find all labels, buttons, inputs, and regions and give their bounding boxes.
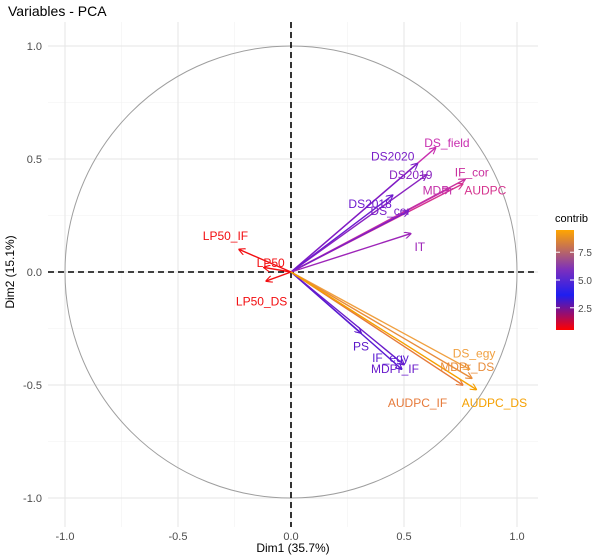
label-audpc-if: AUDPC_IF (388, 396, 447, 410)
arrow-if-egy (290, 271, 402, 369)
label-mdpr-ds: MDPr_DS (440, 360, 494, 374)
label-if-cor: IF_cor (455, 166, 489, 180)
x-tick-label: -1.0 (56, 531, 75, 543)
x-tick-label: 0.0 (283, 531, 298, 543)
legend-title: contrib (555, 213, 588, 225)
label-mdpr-if: MDPr_IF (371, 362, 419, 376)
label-ds2018: DS2018 (348, 197, 392, 211)
arrow-ds-egy (290, 271, 470, 369)
arrow-audpc-ds (290, 271, 476, 390)
x-tick-label: 1.0 (509, 531, 524, 543)
label-mdpr: MDPr (423, 184, 454, 198)
legend-tick-label: 5.0 (578, 276, 592, 287)
legend-ticks: 7.5 5.0 2.5 (556, 248, 592, 315)
y-axis-ticks: -1.0 -0.5 0.0 0.5 1.0 (23, 41, 42, 505)
variable-labels: DS_field DS2020 DS2019 IF_cor AUDPC MDPr DS201… (203, 136, 527, 410)
x-axis-title: Dim1 (35.7%) (256, 541, 329, 555)
y-tick-label: 0.5 (27, 154, 42, 166)
arrow-it (290, 234, 411, 273)
y-tick-label: -0.5 (23, 380, 42, 392)
label-audpc-ds: AUDPC_DS (462, 396, 527, 410)
x-axis-ticks: -1.0 -0.5 0.0 0.5 1.0 (56, 531, 525, 543)
y-axis-title: Dim2 (15.1%) (3, 235, 17, 308)
label-lp50: LP50 (257, 256, 285, 270)
x-tick-label: -0.5 (169, 531, 188, 543)
y-tick-label: 1.0 (27, 41, 42, 53)
arrow-ds2019 (290, 175, 427, 273)
arrow-lp50-if (239, 249, 292, 273)
label-ds-field: DS_field (424, 136, 469, 150)
label-ds2019: DS2019 (389, 168, 433, 182)
label-audpc: AUDPC (464, 184, 506, 198)
label-if-egy: IF_egy (372, 351, 409, 365)
legend-colorbar (556, 230, 574, 330)
legend-tick-label: 2.5 (578, 304, 592, 315)
x-tick-label: 0.5 (396, 531, 411, 543)
legend: contrib 7.5 5.0 2.5 (555, 213, 592, 330)
chart-title: Variables - PCA (8, 3, 107, 19)
grid-minor (48, 22, 538, 527)
arrow-ds2020 (290, 164, 418, 273)
variable-arrows (239, 148, 476, 390)
label-it: IT (414, 240, 425, 254)
label-ds-cor: DS_cor (370, 204, 410, 218)
arrow-ds-cor (290, 211, 409, 273)
y-tick-label: 0.0 (27, 267, 42, 279)
legend-tick-label: 7.5 (578, 248, 592, 259)
y-tick-label: -1.0 (23, 493, 42, 505)
label-lp50-if: LP50_IF (203, 229, 248, 243)
arrow-lp50 (264, 267, 292, 273)
arrow-mdpr-if (290, 271, 404, 365)
label-ds2020: DS2020 (371, 150, 415, 164)
arrow-lp50-ds (266, 271, 292, 281)
label-lp50-ds: LP50_DS (236, 294, 287, 308)
label-ps: PS (353, 340, 369, 354)
label-ds-egy: DS_egy (453, 346, 496, 360)
arrow-ds2018 (290, 195, 393, 273)
arrow-mdpr-ds (290, 271, 472, 378)
